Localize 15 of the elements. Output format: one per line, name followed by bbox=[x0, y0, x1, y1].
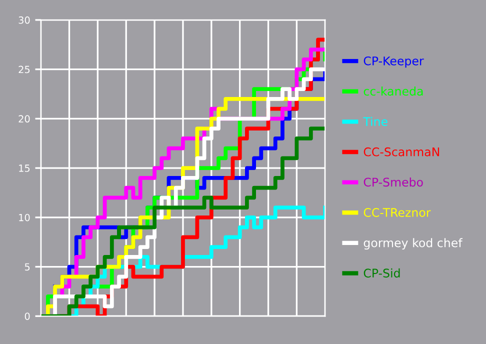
legend-label: CP-Sid bbox=[364, 268, 400, 278]
legend-label: gormey kod chef bbox=[364, 238, 463, 250]
y-tick-label: 10 bbox=[19, 214, 30, 222]
legend-label: CP-Smebo bbox=[364, 177, 423, 187]
legend-label: CC-TReznor bbox=[364, 208, 431, 217]
y-tick-label: 30 bbox=[18, 16, 30, 24]
y-tick-label: 5 bbox=[24, 263, 30, 271]
y-tick-label: 0 bbox=[24, 312, 30, 320]
legend-label: cc-kaneda bbox=[364, 86, 423, 96]
y-tick-label: 15 bbox=[19, 164, 30, 172]
y-tick-label: 20 bbox=[18, 115, 30, 123]
legend-label: Tine bbox=[363, 116, 388, 126]
legend-label: CP-Keeper bbox=[364, 56, 424, 68]
legend-label: CC-ScanmaN bbox=[364, 147, 440, 156]
y-tick-label: 25 bbox=[18, 66, 30, 74]
